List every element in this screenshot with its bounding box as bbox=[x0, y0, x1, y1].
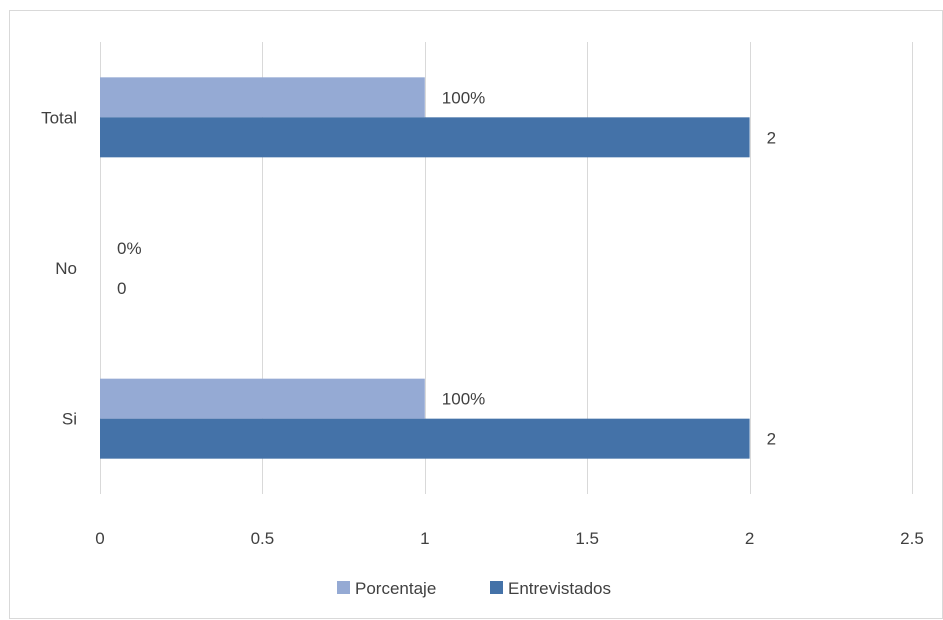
x-tick-label: 2 bbox=[745, 529, 754, 548]
legend: Porcentaje Entrevistados bbox=[337, 579, 611, 598]
x-tick-label: 1 bbox=[420, 529, 429, 548]
bars bbox=[100, 77, 750, 459]
x-tick-label: 0 bbox=[95, 529, 104, 548]
data-label: 100% bbox=[442, 390, 485, 409]
bar-porcentaje-total bbox=[100, 77, 425, 118]
data-label: 0 bbox=[117, 279, 126, 298]
x-tick-label: 1.5 bbox=[575, 529, 599, 548]
data-label: 100% bbox=[442, 88, 485, 107]
category-label-total: Total bbox=[41, 108, 77, 127]
category-labels: Total No Si bbox=[41, 108, 77, 428]
legend-swatch-entrevistados bbox=[490, 581, 503, 594]
bar-porcentaje-si bbox=[100, 378, 425, 419]
legend-label-entrevistados: Entrevistados bbox=[508, 579, 611, 598]
x-axis-ticks: 0 0.5 1 1.5 2 2.5 bbox=[95, 529, 924, 548]
legend-label-porcentaje: Porcentaje bbox=[355, 579, 436, 598]
data-label: 2 bbox=[767, 128, 776, 147]
bar-entrevistados-si bbox=[100, 418, 750, 459]
data-label: 2 bbox=[767, 430, 776, 449]
category-label-no: No bbox=[55, 259, 77, 278]
category-label-si: Si bbox=[62, 410, 77, 429]
x-tick-label: 2.5 bbox=[900, 529, 924, 548]
x-tick-label: 0.5 bbox=[251, 529, 275, 548]
data-labels: 100% 2 0% 0 100% 2 bbox=[117, 88, 776, 448]
legend-swatch-porcentaje bbox=[337, 581, 350, 594]
bar-entrevistados-total bbox=[100, 117, 750, 158]
data-label: 0% bbox=[117, 239, 142, 258]
